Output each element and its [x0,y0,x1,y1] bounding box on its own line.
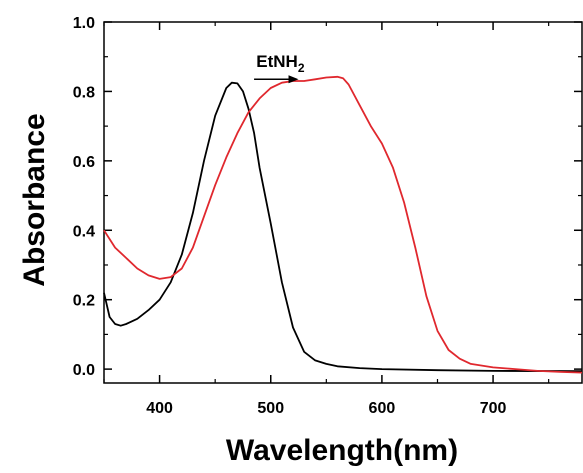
annotation-label: EtNH2 [256,52,305,75]
x-axis-title: Wavelength(nm) [226,434,458,467]
plot-frame [103,21,583,384]
annotation-arrow-head [288,75,299,84]
y-tick-label: 0.2 [73,293,95,310]
x-tick-label: 400 [146,400,173,417]
y-tick-label: 0.0 [73,362,95,379]
y-axis-title: Absorbance [18,113,51,286]
x-tick-label: 600 [369,400,396,417]
series-line-2 [103,75,583,374]
y-tick-label: 0.6 [73,154,95,171]
series-line-1 [103,81,583,373]
x-tick-label: 700 [480,400,507,417]
x-tick-label: 500 [257,400,284,417]
y-tick-label: 0.4 [73,223,95,240]
y-tick-label: 0.8 [73,84,95,101]
y-tick-label: 1.0 [73,15,95,32]
